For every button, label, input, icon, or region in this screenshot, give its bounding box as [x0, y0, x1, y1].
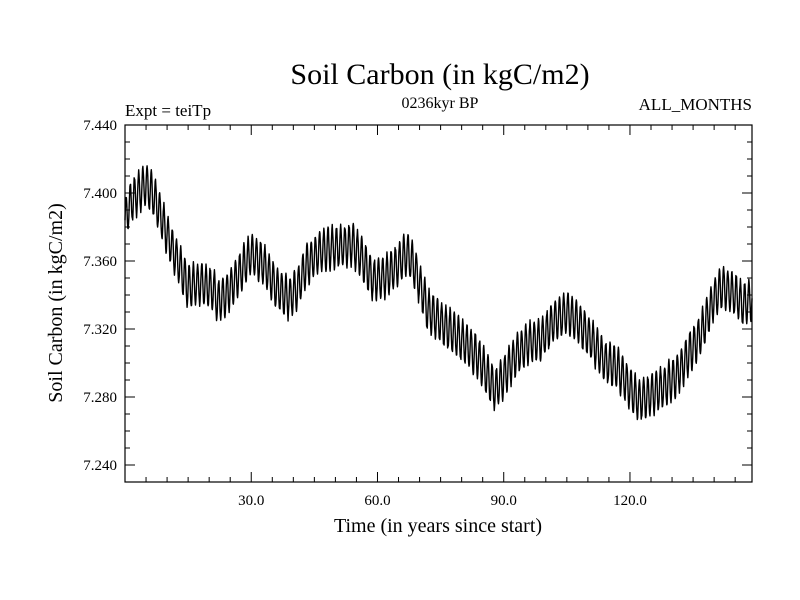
y-axis-label: Soil Carbon (in kgC/m2) — [45, 203, 67, 402]
y-tick-label: 7.240 — [83, 458, 117, 474]
chart-title: Soil Carbon (in kgC/m2) — [290, 58, 589, 91]
plot-area-frame — [124, 124, 753, 483]
y-tick-label: 7.320 — [83, 322, 117, 338]
x-axis-label: Time (in years since start) — [334, 515, 542, 537]
axis-tick-labels: 30.0 60.0 90.0 120.0 7.240 7.280 7.320 7.360 7.4… — [83, 118, 647, 509]
soil-carbon-series-line — [124, 165, 753, 421]
months-label: ALL_MONTHS — [639, 95, 752, 114]
y-tick-label: 7.280 — [83, 390, 117, 406]
y-tick-label: 7.400 — [83, 186, 117, 202]
y-tick-label: 7.360 — [83, 254, 117, 270]
axis-ticks — [125, 125, 752, 482]
x-tick-label: 30.0 — [238, 493, 264, 509]
x-tick-label: 90.0 — [491, 493, 517, 509]
x-tick-label: 120.0 — [613, 493, 647, 509]
experiment-label: Expt = teiTp — [125, 101, 211, 120]
y-tick-label: 7.440 — [83, 118, 117, 134]
x-tick-label: 60.0 — [364, 493, 390, 509]
period-label: 0236kyr BP — [402, 95, 479, 112]
